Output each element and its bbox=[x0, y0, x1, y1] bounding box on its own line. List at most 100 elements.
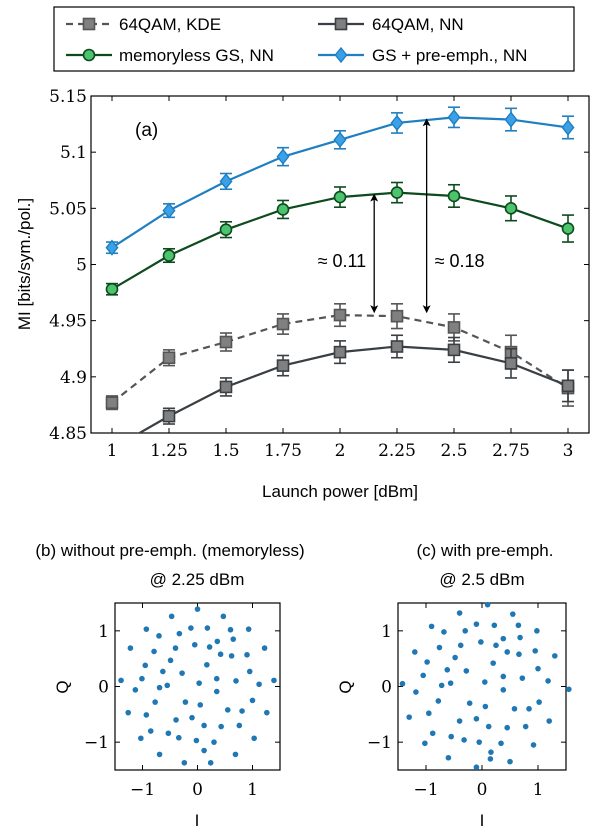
data-point bbox=[447, 321, 461, 334]
constellation-point bbox=[264, 709, 270, 716]
constellation-point bbox=[204, 625, 211, 631]
constellation-point bbox=[151, 648, 157, 655]
legend-label: 64QAM, KDE bbox=[119, 15, 221, 34]
constellation-point bbox=[422, 740, 428, 747]
x-tick-label-a: 1.25 bbox=[150, 441, 188, 461]
y-axis-label-c: Q bbox=[336, 680, 355, 693]
title-c: (c) with pre-emph. bbox=[417, 541, 554, 560]
panel-a: 1 1.25 1.5 1.75 2 2.25 2.5 2.75 3 4.85 4.9 4.95 5 5.0… bbox=[15, 87, 590, 501]
constellation-point bbox=[118, 677, 124, 684]
constellation-point bbox=[545, 678, 551, 684]
constellation-point bbox=[168, 613, 175, 620]
y-tick-label-b: −1 bbox=[84, 733, 109, 753]
constellation-point bbox=[424, 659, 430, 665]
constellation-point bbox=[249, 697, 256, 704]
data-point bbox=[276, 317, 290, 331]
title-b: (b) without pre-emph. (memoryless) bbox=[35, 541, 304, 560]
constellation-point bbox=[232, 751, 239, 758]
constellation-point bbox=[227, 626, 234, 633]
panel-b: (b) without pre-emph. (memoryless) @ 2.2… bbox=[35, 541, 304, 830]
constellation-point bbox=[490, 660, 497, 666]
constellation-point bbox=[438, 682, 445, 689]
constellation-point bbox=[147, 728, 154, 734]
y-tick-label-b: 0 bbox=[98, 678, 109, 698]
constellation-point bbox=[532, 648, 538, 654]
data-point bbox=[276, 203, 290, 216]
constellation-point bbox=[516, 651, 522, 658]
x-axis-label-c: I bbox=[480, 811, 485, 830]
data-point bbox=[333, 308, 347, 322]
data-point bbox=[219, 173, 233, 190]
constellation-point bbox=[164, 682, 171, 689]
constellation-point bbox=[487, 756, 494, 762]
data-point bbox=[390, 186, 404, 199]
x-tick-label-c: 0 bbox=[477, 780, 488, 800]
subtitle-b: @ 2.25 dBm bbox=[150, 570, 245, 589]
constellation-point bbox=[156, 633, 162, 639]
constellation-point bbox=[420, 672, 427, 679]
panel-c: (c) with pre-emph. @ 2.5 dBm −1 0 1−101 I … bbox=[336, 541, 572, 830]
legend-label: memoryless GS, NN bbox=[119, 46, 274, 65]
constellation-point bbox=[218, 723, 224, 730]
constellation-point bbox=[457, 642, 464, 649]
constellation-point bbox=[517, 634, 523, 641]
constellation-point bbox=[230, 636, 237, 642]
legend-marker bbox=[334, 46, 348, 64]
data-point bbox=[390, 340, 404, 353]
data-point bbox=[561, 222, 575, 235]
constellation-point bbox=[156, 684, 163, 691]
data-point bbox=[447, 343, 461, 357]
constellation-point bbox=[143, 712, 150, 718]
data-point bbox=[561, 119, 575, 136]
x-tick-label-a: 2.5 bbox=[440, 441, 467, 461]
constellation-point bbox=[214, 638, 221, 645]
constellation-point bbox=[447, 680, 454, 686]
data-point bbox=[162, 202, 176, 219]
constellation-point bbox=[530, 742, 537, 748]
x-tick-label-b: 1 bbox=[247, 780, 258, 800]
y-tick-label-a: 5.1 bbox=[60, 143, 87, 163]
constellation-point bbox=[546, 718, 552, 724]
constellation-point bbox=[176, 734, 182, 741]
data-point bbox=[105, 282, 119, 296]
x-tick-label-a: 1.75 bbox=[264, 441, 302, 461]
constellation-point bbox=[510, 611, 516, 617]
y-tick-label-c: −1 bbox=[367, 733, 392, 753]
constellation-point bbox=[500, 673, 507, 680]
x-axis-label-a: Launch power [dBm] bbox=[262, 482, 418, 501]
constellation-point bbox=[173, 717, 179, 723]
constellation-point bbox=[511, 705, 518, 712]
constellation-point bbox=[217, 651, 224, 658]
constellation-point bbox=[246, 668, 253, 675]
y-tick-label-c: 0 bbox=[381, 678, 392, 698]
constellation-point bbox=[456, 610, 463, 616]
constellation-point bbox=[441, 629, 447, 635]
constellation-point bbox=[201, 747, 207, 754]
constellation-point bbox=[213, 675, 220, 682]
constellation-point bbox=[500, 687, 507, 693]
y-tick-label-a: 5.05 bbox=[49, 199, 87, 219]
constellation-point bbox=[220, 613, 227, 620]
constellation-point bbox=[412, 649, 418, 655]
constellation-point bbox=[167, 657, 174, 664]
constellation-point bbox=[484, 601, 491, 608]
constellation-point bbox=[476, 739, 483, 745]
constellation-point bbox=[461, 737, 467, 743]
constellation-point bbox=[504, 724, 511, 731]
constellation-point bbox=[204, 661, 210, 668]
constellation-point bbox=[211, 739, 217, 745]
constellation-point bbox=[536, 699, 542, 705]
constellation-point bbox=[435, 698, 442, 704]
constellation-point bbox=[507, 758, 513, 765]
annotation-label: ≈ 0.11 bbox=[318, 251, 367, 271]
constellation-point bbox=[236, 722, 243, 729]
constellation-point bbox=[515, 622, 522, 629]
data-point bbox=[105, 239, 119, 256]
data-point bbox=[162, 409, 176, 423]
constellation-point bbox=[179, 670, 185, 676]
constellation-point bbox=[251, 735, 257, 742]
y-tick-label-a: 4.85 bbox=[49, 424, 87, 444]
constellation-point bbox=[201, 722, 207, 729]
constellation-point bbox=[488, 749, 494, 755]
